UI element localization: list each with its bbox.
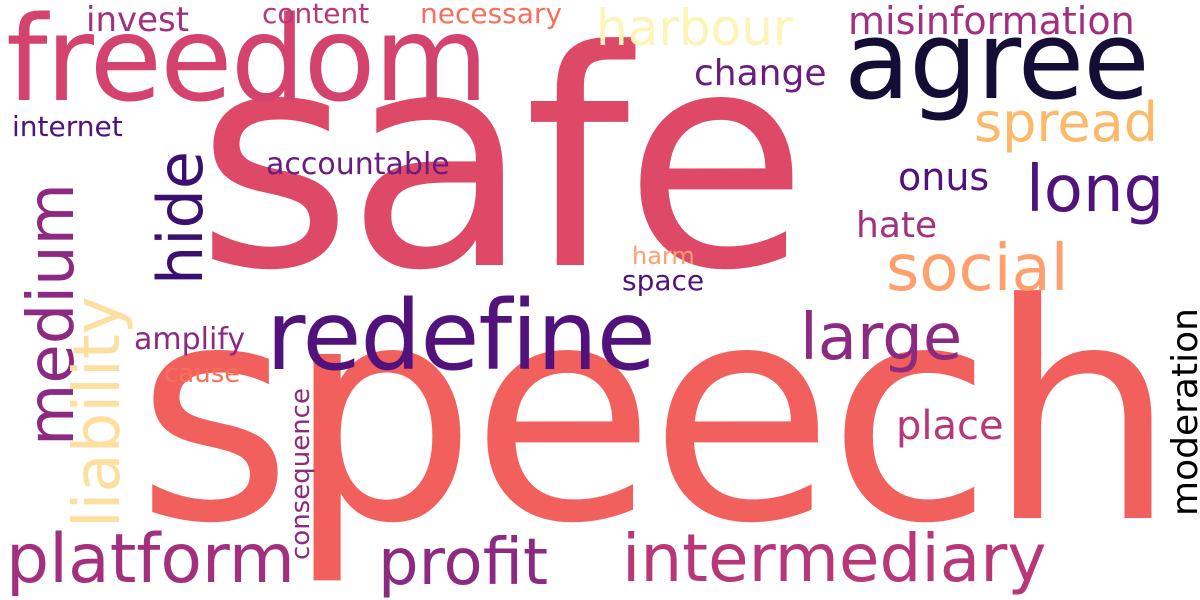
word-long: long (1026, 153, 1165, 227)
word-onus: onus (898, 155, 990, 199)
word-liability: liability (61, 296, 135, 528)
word-content: content (262, 0, 370, 30)
word-change: change (694, 53, 827, 94)
word-profit: profit (378, 526, 549, 600)
word-spread: spread (974, 91, 1159, 154)
word-large: large (800, 301, 963, 375)
word-harbour: harbour (596, 0, 794, 57)
word-moderation: moderation (1165, 308, 1200, 516)
word-social: social (886, 232, 1069, 306)
word-amplify: amplify (134, 322, 246, 357)
word-platform: platform (6, 520, 295, 599)
word-hide: hide (144, 150, 217, 285)
word-hate: hate (856, 205, 938, 246)
word-space: space (622, 264, 705, 297)
word-place: place (896, 403, 1004, 449)
word-agree: agree (844, 0, 1150, 124)
word-redefine: redefine (266, 280, 656, 392)
word-internet: internet (12, 110, 123, 143)
word-necessary: necessary (420, 0, 563, 30)
word-freedom: freedom (6, 0, 489, 128)
word-safe: safe (196, 0, 808, 336)
word-consequence: consequence (286, 388, 316, 560)
word-intermediary: intermediary (622, 520, 1047, 597)
word-invest: invest (86, 0, 190, 40)
word-cause: cause (164, 359, 241, 389)
word-accountable: accountable (266, 147, 450, 182)
word-misinformation: misinformation (848, 0, 1135, 43)
word-speech: speech (136, 240, 1177, 589)
word-harm: harm (632, 242, 695, 270)
